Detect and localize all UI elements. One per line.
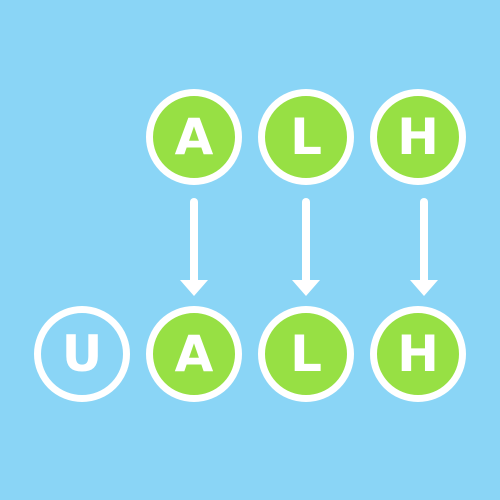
bottom-letter-node: A <box>146 306 242 402</box>
bottom-letter-node: H <box>370 306 466 402</box>
letter-l: L <box>290 108 322 166</box>
letter-l: L <box>290 325 322 383</box>
letter-u: U <box>61 325 103 383</box>
letter-h: H <box>397 108 439 166</box>
arrow-l <box>292 198 320 296</box>
arrow-h <box>410 198 438 296</box>
bottom-letter-node: L <box>258 306 354 402</box>
top-letter-node: A <box>146 89 242 185</box>
letter-a: A <box>174 325 214 383</box>
top-letter-node: L <box>258 89 354 185</box>
bottom-letter-node-new: U <box>34 306 130 402</box>
letter-a: A <box>174 108 214 166</box>
letter-h: H <box>397 325 439 383</box>
arrow-a <box>180 198 208 296</box>
top-letter-node: H <box>370 89 466 185</box>
